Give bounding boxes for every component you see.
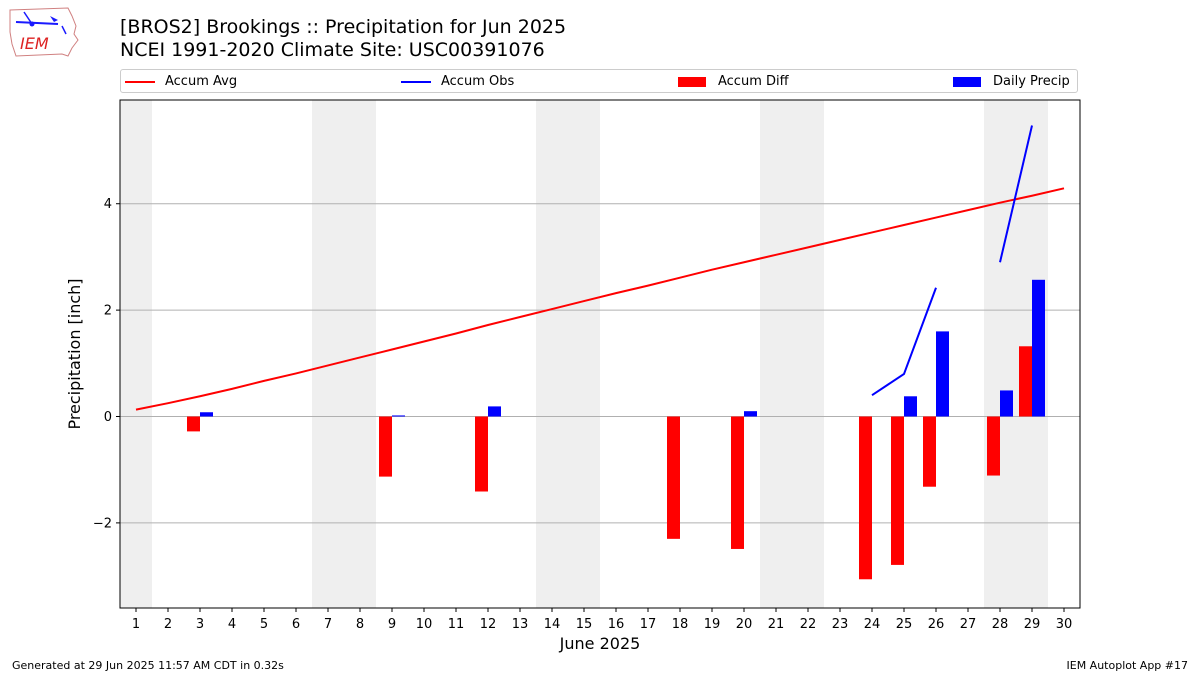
x-tick-label: 16 xyxy=(608,617,625,632)
x-tick-label: 5 xyxy=(260,617,268,632)
legend-swatch-daily-precip xyxy=(953,77,981,87)
title-line-2: NCEI 1991-2020 Climate Site: USC00391076 xyxy=(120,39,545,61)
y-tick-label: 0 xyxy=(104,410,112,425)
x-tick-label: 2 xyxy=(164,617,172,632)
line-accum-avg xyxy=(135,187,1065,411)
x-tick-label: 26 xyxy=(928,617,945,632)
x-axis-ticks: 1 2 3 4 5 6 7 8 9 10 11 12 13 14 15 16 17 18 19 20 21 22 23 24 2… xyxy=(132,608,1072,632)
x-tick-label: 4 xyxy=(228,617,236,632)
bar-daily-precip xyxy=(904,396,917,417)
bar-daily-precip xyxy=(1032,279,1045,417)
bar-daily-precip xyxy=(744,411,757,417)
x-tick-label: 28 xyxy=(992,617,1009,632)
weekend-shade-14 xyxy=(536,100,600,608)
x-tick-label: 10 xyxy=(416,617,433,632)
iem-logo: IEM xyxy=(6,4,82,60)
plot-frame xyxy=(119,99,1081,609)
bar-accum-diff xyxy=(187,416,200,432)
bar-accum-diff xyxy=(1019,346,1032,417)
y-axis-label: Precipitation [inch] xyxy=(65,278,84,429)
x-tick-label: 20 xyxy=(736,617,753,632)
x-tick-label: 11 xyxy=(448,617,465,632)
x-tick-label: 1 xyxy=(132,617,140,632)
logo-text: IEM xyxy=(20,34,49,53)
legend-swatch-accum-diff xyxy=(678,77,706,87)
y-tick-label: 4 xyxy=(104,197,112,212)
grid-lines xyxy=(120,203,1080,524)
y-axis-ticks: −2 0 2 4 xyxy=(93,197,120,531)
x-tick-label: 27 xyxy=(960,617,977,632)
weekend-shade-1 xyxy=(120,100,152,608)
chart-legend: Accum Avg Accum Obs Accum Diff Daily Pre… xyxy=(120,69,1078,93)
bar-accum-diff xyxy=(859,416,872,580)
x-tick-label: 9 xyxy=(388,617,396,632)
x-tick-label: 8 xyxy=(356,617,364,632)
x-tick-label: 21 xyxy=(768,617,785,632)
x-tick-label: 18 xyxy=(672,617,689,632)
line-series xyxy=(135,125,1065,411)
x-tick-label: 12 xyxy=(480,617,497,632)
x-axis-label: June 2025 xyxy=(559,634,641,653)
bar-accum-diff xyxy=(731,416,744,549)
bar-daily-precip xyxy=(936,331,949,417)
line-accum-obs xyxy=(999,125,1033,263)
legend-label-accum-obs: Accum Obs xyxy=(441,74,515,89)
y-tick-label: −2 xyxy=(93,516,112,531)
weekend-shade-21 xyxy=(760,100,824,608)
bar-accum-diff xyxy=(667,416,680,539)
x-tick-label: 13 xyxy=(512,617,529,632)
bar-accum-diff xyxy=(475,416,488,492)
legend-label-accum-avg: Accum Avg xyxy=(165,74,238,89)
title-line-1: [BROS2] Brookings :: Precipitation for J… xyxy=(120,16,567,38)
x-tick-label: 19 xyxy=(704,617,721,632)
line-accum-obs xyxy=(871,287,937,397)
x-tick-label: 15 xyxy=(576,617,593,632)
legend-swatch-accum-obs xyxy=(401,81,431,83)
x-tick-label: 23 xyxy=(832,617,849,632)
weekend-shade-7 xyxy=(312,100,376,608)
x-tick-label: 25 xyxy=(896,617,913,632)
x-tick-label: 22 xyxy=(800,617,817,632)
legend-swatch-accum-avg xyxy=(125,81,155,83)
legend-label-accum-diff: Accum Diff xyxy=(718,74,789,89)
bar-accum-diff xyxy=(379,416,392,477)
x-tick-label: 17 xyxy=(640,617,657,632)
bar-series xyxy=(187,279,1045,580)
generated-note: Generated at 29 Jun 2025 11:57 AM CDT in… xyxy=(12,659,284,672)
x-tick-label: 3 xyxy=(196,617,204,632)
x-tick-label: 24 xyxy=(864,617,881,632)
bar-daily-precip xyxy=(488,406,501,417)
y-tick-label: 2 xyxy=(104,304,112,319)
x-tick-label: 6 xyxy=(292,617,300,632)
bar-daily-precip xyxy=(200,412,213,417)
chart-title: [BROS2] Brookings :: Precipitation for J… xyxy=(120,16,566,62)
bar-daily-precip xyxy=(1000,390,1013,417)
bar-accum-diff xyxy=(923,416,936,487)
x-tick-label: 14 xyxy=(544,617,561,632)
x-tick-label: 7 xyxy=(324,617,332,632)
iem-iowa-logo-icon: IEM xyxy=(9,7,79,57)
bar-accum-diff xyxy=(987,416,1000,476)
app-note: IEM Autoplot App #17 xyxy=(1066,659,1189,672)
weekend-shading xyxy=(120,100,1048,608)
legend-label-daily-precip: Daily Precip xyxy=(993,74,1070,89)
x-tick-label: 30 xyxy=(1056,617,1073,632)
x-tick-label: 29 xyxy=(1024,617,1041,632)
bar-daily-precip xyxy=(392,415,405,417)
bar-accum-diff xyxy=(891,416,904,565)
